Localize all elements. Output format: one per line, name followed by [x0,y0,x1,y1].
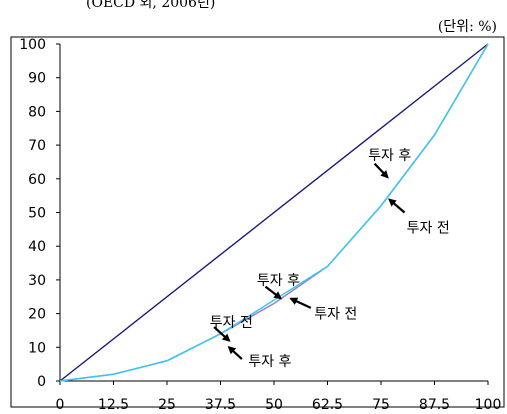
y-tick-label: 80 [28,104,46,120]
annotation-label-after-lower: 투자 후 [248,354,291,370]
x-tick-label: 0 [56,397,65,413]
x-tick-label: 12.5 [98,397,129,413]
annotation-arrow-after-upper [373,162,389,179]
x-tick-label: 75 [372,397,390,413]
annotation-label-before-upper: 투자 전 [407,221,450,237]
x-tick-label: 25 [158,397,176,413]
y-tick-label: 90 [28,71,46,87]
y-tick-label: 100 [19,37,46,53]
y-tick-label: 0 [37,374,46,390]
y-tick-label: 50 [28,206,46,222]
annotation-label-before-lower: 투자 전 [210,315,253,331]
x-tick-label: 87.5 [419,397,450,413]
annotation-label-before-mid: 투자 전 [314,307,357,323]
annotation-label-after-mid: 투자 후 [257,273,300,289]
annotation-arrow-before-mid [289,297,312,309]
series-group [59,43,489,382]
x-tick-label: 37.5 [205,397,236,413]
y-tick-label: 20 [28,307,46,323]
x-tick-label: 50 [265,397,283,413]
x-tick-label: 100 [475,397,502,413]
annotation-arrow-after-lower [227,345,243,360]
annotations: 투자 후투자 전투자 후투자 전투자 후투자 전 [210,148,450,370]
x-tick-label: 62.5 [312,397,343,413]
axes: 0 10 20 30 40 50 60 70 80 90 100 0 12.5 25 37.5 50 62.5 7… [19,37,501,413]
source-note: (OECD 외, 2006년) [86,0,216,11]
y-tick-label: 60 [28,172,46,188]
unit-label: (단위: %) [437,19,497,35]
annotation-arrow-before-upper [388,198,406,214]
y-tick-label: 30 [28,273,46,289]
y-tick-label: 40 [28,239,46,255]
series-line-equality [59,43,489,382]
y-tick-label: 10 [28,340,46,356]
annotation-arrow-after-mid [264,285,283,300]
y-tick-label: 70 [28,138,46,154]
series-line-after [59,43,489,382]
plot-frame [10,36,505,408]
annotation-arrow-before-lower [213,326,231,342]
annotation-label-after-upper: 투자 후 [368,148,411,164]
